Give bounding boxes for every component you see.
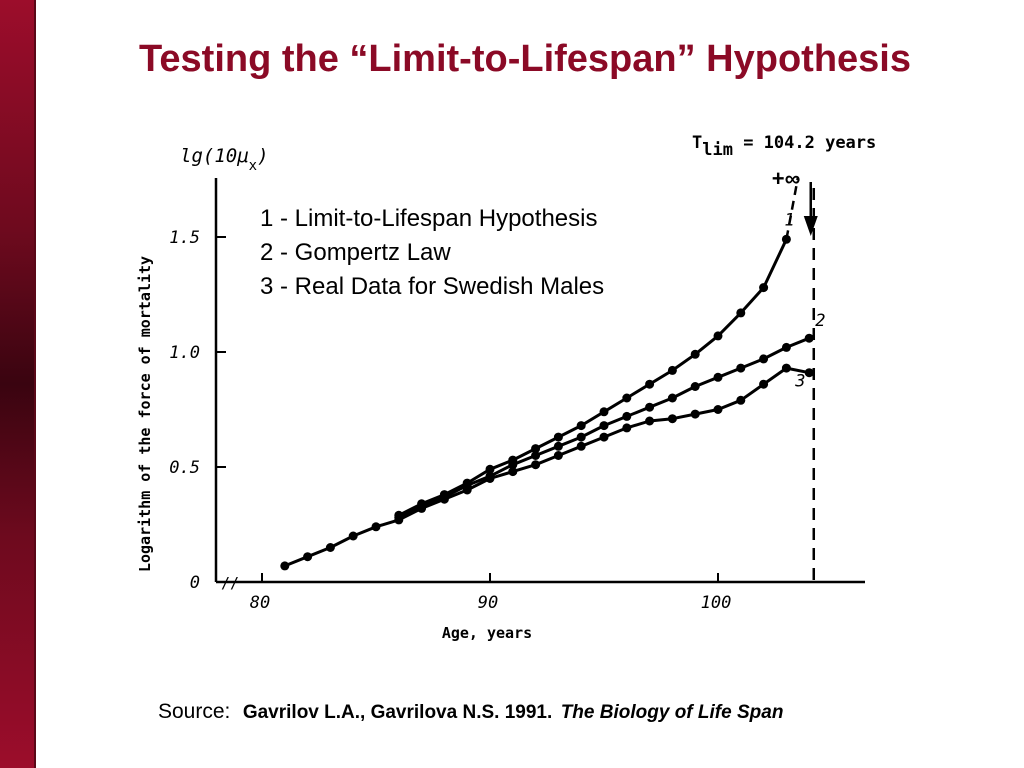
series-2-point-10: [599, 421, 609, 431]
series-3-point-13: [553, 451, 563, 460]
y-axis-title: Logarithm of the force of mortality: [136, 256, 154, 572]
series-1-point-17: [759, 283, 769, 293]
limit-arrow-head: [803, 216, 818, 236]
series-3-point-6: [394, 515, 404, 525]
limit-label-value: = 104.2 years: [733, 133, 876, 153]
series-3-point-3: [325, 543, 335, 552]
series-3-point-20: [713, 405, 723, 414]
source-prefix: Source:: [158, 700, 231, 723]
series-3-point-16: [622, 423, 632, 433]
limit-label: Tlim = 104.2 years: [692, 133, 876, 160]
series-3-point-4: [348, 531, 358, 541]
x-tick-label: 80: [250, 593, 270, 613]
series-3-point-19: [690, 409, 700, 419]
series-1-point-16: [736, 308, 746, 318]
series-1-point-5: [485, 464, 495, 474]
series-2-point-14: [690, 382, 700, 391]
series-1-point-14: [690, 349, 700, 359]
y-axis-top-label-main: lg(10μ: [180, 145, 249, 167]
series-2-point-6: [508, 460, 518, 470]
x-axis-title: Age, years: [442, 624, 532, 642]
series-1-point-7: [531, 444, 541, 454]
series-3-point-17: [645, 416, 655, 426]
series-1-point-11: [622, 393, 632, 403]
y-tick-label: 0: [190, 573, 200, 593]
series-3-point-22: [759, 379, 769, 389]
y-tick-label: 0.5: [169, 458, 200, 478]
series-3-point-21: [736, 395, 746, 405]
legend-entry-3: 3 - Real Data for Swedish Males: [260, 273, 604, 300]
y-axis-top-label: lg(10μx): [180, 145, 269, 174]
series-1-asymptote: [785, 177, 800, 240]
slide-title: Testing the “Limit-to-Lifespan” Hypothes…: [139, 38, 911, 80]
series-2-point-18: [781, 342, 791, 352]
source-authors: Gavrilov L.A., Gavrilova N.S. 1991.: [242, 702, 553, 723]
series-1-point-8: [553, 432, 563, 442]
y-axis-top-label-sub: x: [249, 158, 257, 174]
series-1-point-12: [645, 379, 655, 389]
series-1-point-15: [713, 331, 723, 341]
series-3-point-14: [576, 441, 586, 451]
series-1-point-9: [576, 421, 586, 431]
axis-break-mark: //: [221, 574, 239, 592]
sidebar-accent: [0, 0, 34, 768]
series-3-point-10: [485, 474, 495, 483]
series-2-point-19: [804, 333, 814, 343]
series-1-point-10: [599, 407, 609, 417]
series-3-point-23: [781, 363, 791, 373]
limit-label-sub: lim: [702, 140, 733, 160]
series-2-point-12: [645, 402, 655, 412]
legend-entry-1: 1 - Limit-to-Lifespan Hypothesis: [260, 205, 597, 232]
source-citation: Source: Gavrilov L.A., Gavrilova N.S. 19…: [158, 700, 783, 724]
series-2-label: 2: [815, 311, 825, 331]
series-2-point-16: [736, 363, 746, 373]
series-1-point-13: [667, 365, 677, 375]
source-book-title: The Biology of Life Span: [560, 702, 784, 723]
y-tick-label: 1.0: [169, 343, 200, 363]
series-3-point-9: [462, 485, 472, 495]
series-3-point-11: [508, 467, 518, 477]
series-2-point-17: [759, 354, 769, 364]
series-3-line: [284, 366, 810, 568]
mortality-chart: 0 0.5 1.0 1.5 80 90 100 // Age, years Logarithm o…: [136, 133, 876, 642]
y-axis-top-label-close: ): [257, 145, 268, 167]
series-3-point-15: [599, 432, 609, 442]
series-2-point-8: [553, 441, 563, 451]
legend-entry-2: 2 - Gompertz Law: [260, 239, 451, 266]
series-3-point-12: [531, 460, 541, 470]
sidebar-edge: [34, 0, 36, 768]
series-3-point-5: [371, 522, 381, 532]
series-1-asymptote-label: +∞: [772, 166, 801, 191]
y-tick-label: 1.5: [169, 228, 200, 248]
series-2-point-15: [713, 372, 723, 382]
series-3-point-1: [280, 561, 290, 571]
series-2-point-13: [667, 393, 677, 403]
limit-label-main: T: [692, 133, 702, 153]
series-2-point-11: [622, 411, 632, 421]
x-tick-label: 90: [478, 593, 498, 613]
x-tick-label: 100: [701, 593, 732, 613]
series-2-point-9: [576, 432, 586, 442]
series-2-point-7: [531, 451, 541, 460]
series-3-label: 3: [794, 372, 805, 392]
series-3-point-2: [303, 552, 313, 562]
series-3-point-18: [667, 414, 677, 424]
series-3-point-24: [804, 368, 814, 378]
series-3-point-7: [417, 503, 427, 513]
series-3-point-8: [439, 494, 449, 504]
